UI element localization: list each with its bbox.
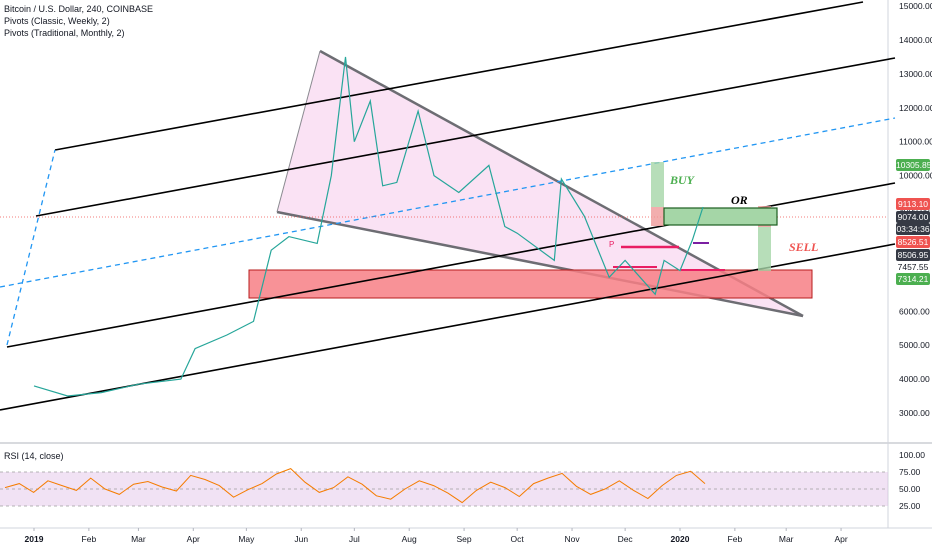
triangle-pattern [277, 51, 803, 316]
price-tick-label: 12000.00 [899, 103, 932, 113]
time-tick-label: Sep [457, 534, 472, 544]
rsi-tick-label: 50.00 [899, 484, 921, 494]
time-tick-label: Apr [187, 534, 200, 544]
rsi-tick-label: 75.00 [899, 467, 921, 477]
price-tick-label: 15000.00 [899, 1, 932, 11]
price-tick-label: 14000.00 [899, 35, 932, 45]
time-tick-label: Oct [511, 534, 525, 544]
triangle-left-edge [276, 50, 321, 213]
price-tick-label: 3000.00 [899, 408, 930, 418]
time-tick-label: Jun [294, 534, 308, 544]
time-tick-label: Nov [564, 534, 580, 544]
price-tag-pivot-r: 8526.51 [896, 236, 930, 248]
dashed-trend-line [0, 117, 896, 288]
rsi-series-line [4, 468, 706, 504]
support-zone [248, 269, 813, 299]
pivot-p-label: P [609, 240, 615, 249]
time-tick-label: Jul [349, 534, 360, 544]
price-tick-label: 6000.00 [899, 306, 930, 316]
pivot-indicator-monthly: Pivots (Traditional, Monthly, 2) [4, 28, 125, 38]
time-tick-label: Mar [779, 534, 794, 544]
time-tick-label: Apr [834, 534, 847, 544]
price-tag-buy-target: 10305.85 [896, 159, 932, 171]
price-tag-stop: 9113.10 [896, 198, 930, 210]
time-tick-label: Mar [131, 534, 146, 544]
pivot-indicator-weekly: Pivots (Classic, Weekly, 2) [4, 16, 110, 26]
price-tag-countdown: 03:34:36 [896, 223, 930, 235]
buy-annotation: BUY [670, 173, 694, 187]
price-tag-last: 9074.00 [896, 211, 930, 223]
sell-target-zone [758, 227, 771, 271]
buy-target-zone [651, 162, 664, 207]
time-tick-label: 2020 [671, 534, 690, 544]
time-tick-label: Dec [618, 534, 634, 544]
price-tick-label: 11000.00 [899, 137, 932, 147]
price-tag-level: 7457.55 [896, 261, 930, 273]
time-tick-label: May [238, 534, 255, 544]
channel-line-2 [35, 57, 896, 217]
or-entry-box [663, 207, 778, 226]
time-tick-label: Aug [402, 534, 417, 544]
time-tick-label: Feb [82, 534, 97, 544]
price-tag-sell-target: 7314.21 [896, 273, 930, 285]
price-tick-label: 4000.00 [899, 374, 930, 384]
sell-annotation: SELL [789, 240, 819, 254]
rsi-tick-label: 25.00 [899, 501, 921, 511]
dashed-vertical-line [6, 149, 56, 346]
channel-line-1 [54, 1, 864, 151]
time-tick-label: Feb [728, 534, 743, 544]
or-annotation: OR [731, 193, 748, 207]
time-axis-ticks: 2019 Feb Mar Apr May Jun Jul Aug Sep Oct Nov Dec 202… [25, 528, 848, 544]
time-tick-label: 2019 [25, 534, 44, 544]
rsi-indicator-label: RSI (14, close) [4, 451, 64, 461]
buy-stop-zone [651, 207, 664, 226]
triangle-lower-edge [276, 210, 804, 318]
price-tick-label: 5000.00 [899, 340, 930, 350]
price-series-line [33, 56, 704, 397]
rsi-axis-ticks: 100.00 75.00 50.00 25.00 [899, 450, 925, 511]
price-tick-label: 13000.00 [899, 69, 932, 79]
price-tag-pivot: 8506.95 [896, 249, 930, 261]
rsi-tick-label: 100.00 [899, 450, 925, 460]
price-tick-label: 10000.00 [899, 171, 932, 181]
symbol-title: Bitcoin / U.S. Dollar, 240, COINBASE [4, 4, 154, 14]
